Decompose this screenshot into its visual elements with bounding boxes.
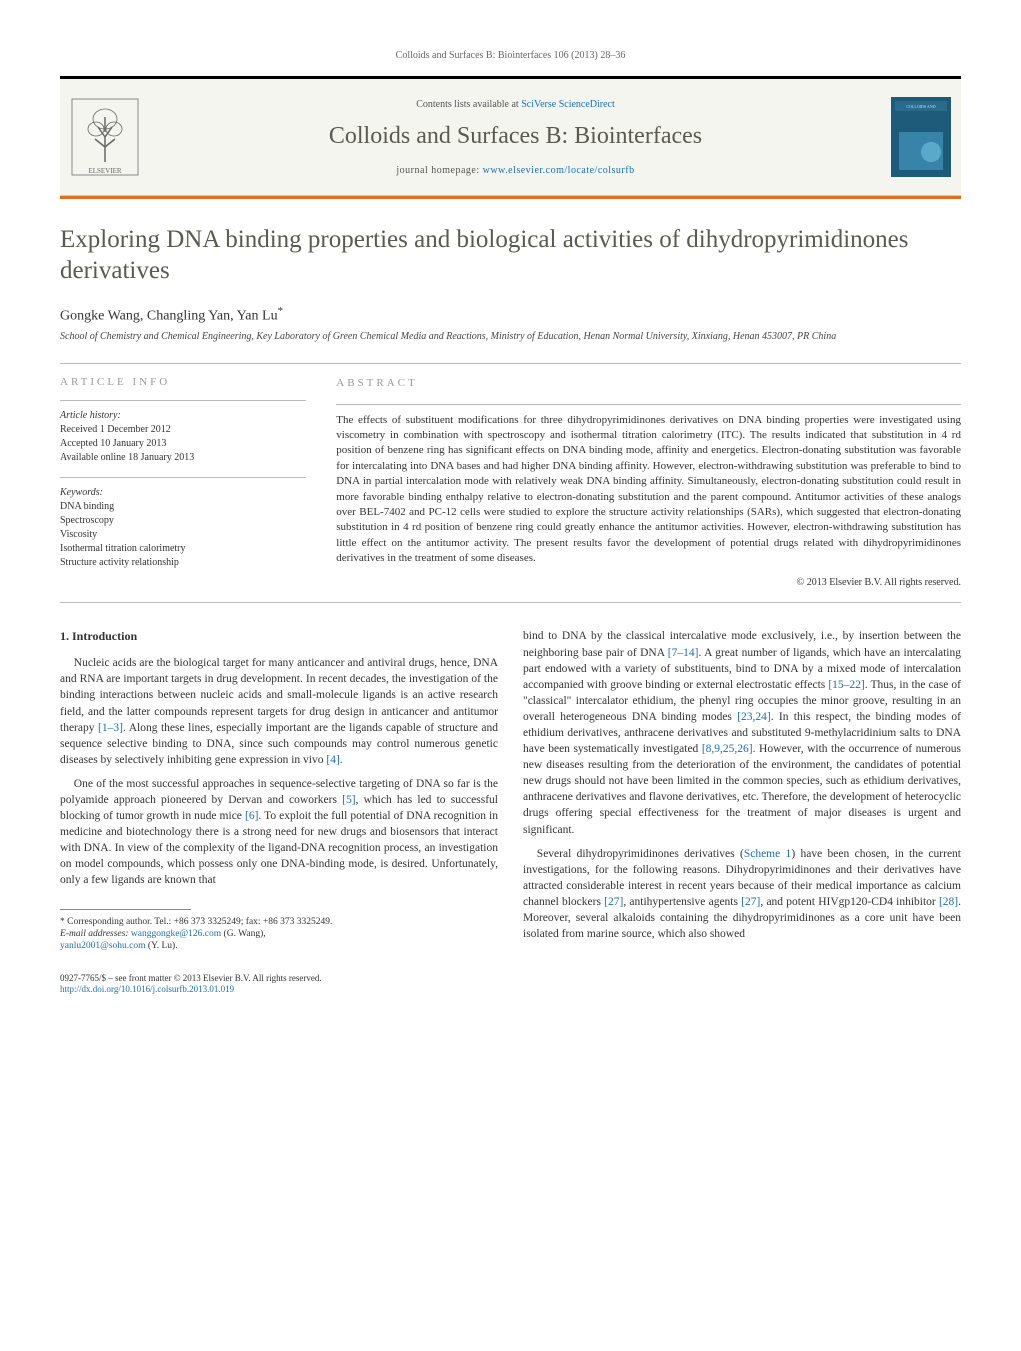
contents-line: Contents lists available at SciVerse Sci… [416, 99, 615, 110]
footnote-separator [60, 909, 191, 910]
citation-link[interactable]: [23,24] [737, 711, 771, 723]
authors-text: Gongke Wang, Changling Yan, Yan Lu [60, 308, 278, 323]
homepage-link[interactable]: www.elsevier.com/locate/colsurfb [483, 165, 635, 176]
header-citation: Colloids and Surfaces B: Biointerfaces 1… [60, 50, 961, 61]
email-label: E-mail addresses: [60, 929, 131, 939]
keyword: Spectroscopy [60, 514, 306, 528]
citation-link[interactable]: [7–14] [668, 647, 699, 659]
article-history: Article history: Received 1 December 201… [60, 409, 306, 465]
keyword: Structure activity relationship [60, 556, 306, 570]
article-info: ARTICLE INFO Article history: Received 1… [60, 364, 321, 602]
affiliation: School of Chemistry and Chemical Enginee… [60, 330, 961, 343]
keyword: Isothermal titration calorimetry [60, 542, 306, 556]
keyword: Viscosity [60, 528, 306, 542]
email-link[interactable]: yanlu2001@sohu.com [60, 941, 146, 951]
authors: Gongke Wang, Changling Yan, Yan Lu* [60, 305, 961, 325]
text: , and potent HIVgp120-CD4 inhibitor [760, 896, 939, 908]
doi-link[interactable]: http://dx.doi.org/10.1016/j.colsurfb.201… [60, 984, 234, 994]
column-right: bind to DNA by the classical intercalati… [523, 628, 961, 996]
paragraph: One of the most successful approaches in… [60, 776, 498, 889]
corr-author-note: * Corresponding author. Tel.: +86 373 33… [60, 916, 498, 928]
text: . Along these lines, especially importan… [60, 722, 498, 766]
abstract-heading: ABSTRACT [336, 376, 961, 391]
info-abstract-row: ARTICLE INFO Article history: Received 1… [60, 363, 961, 603]
text: . [340, 754, 343, 766]
scheme-link[interactable]: Scheme 1 [744, 848, 792, 860]
text: Several dihydropyrimidinones derivatives… [537, 848, 744, 860]
text: (G. Wang), [221, 929, 265, 939]
history-label: Article history: [60, 409, 306, 423]
citation-link[interactable]: [15–22] [828, 679, 864, 691]
corr-mark: * [278, 305, 284, 317]
homepage-line: journal homepage: www.elsevier.com/locat… [396, 165, 634, 176]
masthead: ELSEVIER Contents lists available at Sci… [60, 76, 961, 196]
footer: 0927-7765/$ – see front matter © 2013 El… [60, 973, 498, 996]
received-date: Received 1 December 2012 [60, 423, 306, 437]
citation-link[interactable]: [27] [741, 896, 760, 908]
section-heading: 1. Introduction [60, 628, 498, 645]
elsevier-tree-icon: ELSEVIER [70, 97, 140, 177]
email-link[interactable]: wanggongke@126.com [131, 929, 221, 939]
abstract-text: The effects of substituent modifications… [336, 413, 961, 567]
online-date: Available online 18 January 2013 [60, 451, 306, 465]
citation-link[interactable]: [28] [939, 896, 958, 908]
accepted-date: Accepted 10 January 2013 [60, 437, 306, 451]
email-line: yanlu2001@sohu.com (Y. Lu). [60, 940, 498, 952]
journal-cover: COLLOIDS AND [881, 79, 961, 195]
keywords-label: Keywords: [60, 486, 306, 500]
svg-text:COLLOIDS AND: COLLOIDS AND [906, 104, 935, 109]
keyword: DNA binding [60, 500, 306, 514]
citation-link[interactable]: [5] [342, 794, 355, 806]
citation-link[interactable]: [8,9,25,26] [702, 743, 753, 755]
front-matter: 0927-7765/$ – see front matter © 2013 El… [60, 973, 498, 985]
citation-link[interactable]: [6] [245, 810, 258, 822]
email-line: E-mail addresses: wanggongke@126.com (G.… [60, 928, 498, 940]
footnote: * Corresponding author. Tel.: +86 373 33… [60, 916, 498, 953]
homepage-prefix: journal homepage: [396, 165, 482, 176]
copyright: © 2013 Elsevier B.V. All rights reserved… [336, 576, 961, 590]
citation-link[interactable]: [1–3] [98, 722, 123, 734]
body-columns: 1. Introduction Nucleic acids are the bi… [60, 628, 961, 996]
paragraph: bind to DNA by the classical intercalati… [523, 628, 961, 837]
journal-name: Colloids and Surfaces B: Biointerfaces [329, 123, 702, 150]
publisher-logo: ELSEVIER [60, 79, 150, 195]
text: (Y. Lu). [146, 941, 178, 951]
citation-link[interactable]: [27] [604, 896, 623, 908]
article-info-heading: ARTICLE INFO [60, 376, 306, 388]
text: , antihypertensive agents [623, 896, 741, 908]
keywords-block: Keywords: DNA binding Spectroscopy Visco… [60, 486, 306, 570]
contents-prefix: Contents lists available at [416, 99, 521, 110]
cover-icon: COLLOIDS AND [891, 97, 951, 177]
paragraph: Several dihydropyrimidinones derivatives… [523, 846, 961, 943]
sciencedirect-link[interactable]: SciVerse ScienceDirect [521, 99, 615, 110]
citation-link[interactable]: [4] [326, 754, 339, 766]
page-root: Colloids and Surfaces B: Biointerfaces 1… [0, 0, 1021, 1046]
svg-text:ELSEVIER: ELSEVIER [88, 167, 121, 175]
orange-bar [60, 196, 961, 199]
column-left: 1. Introduction Nucleic acids are the bi… [60, 628, 498, 996]
masthead-center: Contents lists available at SciVerse Sci… [150, 79, 881, 195]
text: . However, with the occurrence of numero… [523, 743, 961, 835]
article-title: Exploring DNA binding properties and bio… [60, 224, 961, 287]
abstract: ABSTRACT The effects of substituent modi… [321, 364, 961, 602]
paragraph: Nucleic acids are the biological target … [60, 655, 498, 768]
